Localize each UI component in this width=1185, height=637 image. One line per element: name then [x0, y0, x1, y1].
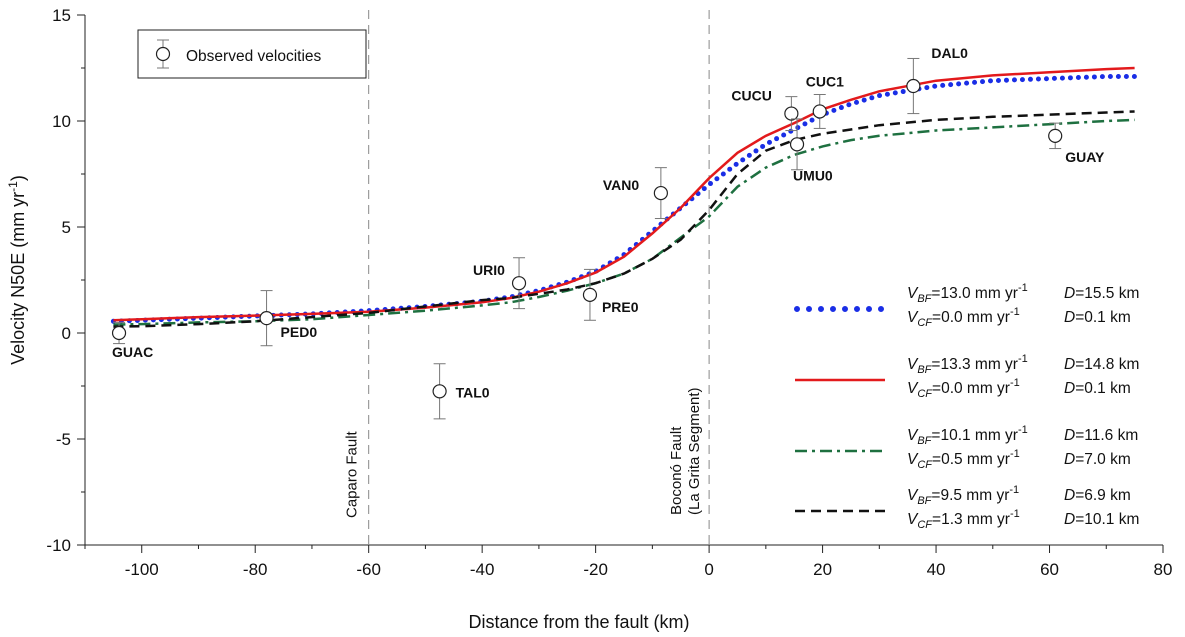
- legend-vcf-2-depth: D=0.1 km: [1064, 380, 1131, 397]
- observation-point: [906, 78, 921, 94]
- observation-point: [259, 311, 274, 326]
- legend-vbf-3-depth: D=11.6 km: [1064, 427, 1138, 444]
- x-tick-label: -60: [356, 560, 381, 579]
- legend-vbf-4: VBF=9.5 mm yr-1: [907, 484, 1019, 507]
- x-tick-label: 40: [927, 560, 946, 579]
- y-tick-label: 15: [52, 6, 71, 25]
- legend-vcf-3: VCF=0.5 mm yr-1: [907, 448, 1020, 471]
- observation-point: [432, 384, 447, 399]
- observation-point: [111, 325, 127, 341]
- legend-vbf-2: VBF=13.3 mm yr-1: [907, 353, 1028, 376]
- legend-vcf-1-depth: D=0.1 km: [1064, 309, 1131, 326]
- x-tick-label: -100: [125, 560, 159, 579]
- y-tick-label: 5: [62, 218, 71, 237]
- x-axis-label: Distance from the fault (km): [468, 612, 689, 632]
- observed-legend-box: [137, 29, 367, 79]
- y-tick-label: -5: [56, 430, 71, 449]
- station-label: VAN0: [603, 177, 640, 193]
- station-label: URI0: [473, 262, 505, 278]
- observation-point: [511, 276, 527, 291]
- x-tick-label: 60: [1040, 560, 1059, 579]
- fault-label: Boconó Fault: [668, 426, 685, 515]
- observed-legend-label: Observed velocities: [186, 48, 322, 65]
- station-label: GUAC: [112, 344, 153, 360]
- fault-label: Caparo Fault: [344, 430, 361, 518]
- legend-vcf-3-depth: D=7.0 km: [1064, 451, 1131, 468]
- model-curve-2: [113, 66, 1135, 322]
- observation-point: [789, 137, 805, 152]
- y-tick-label: -10: [46, 536, 71, 555]
- observation-point: [784, 106, 799, 121]
- observation-point: [1048, 128, 1063, 143]
- legend-vbf-1-depth: D=15.5 km: [1064, 285, 1139, 302]
- x-tick-label: -40: [470, 560, 495, 579]
- fault-lines: Caparo Fault Boconó Fault (La Grita Segmen…: [344, 10, 710, 545]
- station-label: PRE0: [602, 299, 639, 315]
- station-label: TAL0: [456, 384, 490, 400]
- y-tick-label: 10: [52, 112, 71, 131]
- axes: -10 -5 0 5 10 15 -100 -80 -60 -40 -20 0 20 40 60 80 Dist…: [6, 6, 1172, 632]
- observations: GUAC PED0 TAL0 URI0 PRE0 VAN0 CUCU UMU0 CUC1 DAL0…: [111, 45, 1105, 420]
- legend-vcf-4-depth: D=10.1 km: [1064, 511, 1139, 528]
- legend-vbf-3: VBF=10.1 mm yr-1: [907, 424, 1028, 447]
- legend-vcf-1: VCF=0.0 mm yr-1: [907, 306, 1020, 329]
- legend-observation-marker: [155, 46, 171, 62]
- station-label: UMU0: [793, 167, 833, 183]
- observation-point: [812, 104, 827, 119]
- fault-label: (La Grita Segment): [686, 387, 703, 515]
- y-axis-label: Velocity N50E (mm yr-1): [6, 175, 28, 365]
- observation-point: [582, 287, 598, 302]
- legend: Observed velocities VBF=13.0 mm yr-1 D=15.…: [137, 29, 1139, 531]
- x-tick-label: 20: [813, 560, 832, 579]
- x-tick-label: -20: [583, 560, 608, 579]
- legend-vbf-1: VBF=13.0 mm yr-1: [907, 282, 1028, 305]
- legend-vbf-4-depth: D=6.9 km: [1064, 487, 1131, 504]
- x-tick-label: 80: [1154, 560, 1173, 579]
- station-label: PED0: [281, 324, 318, 340]
- y-tick-label: 0: [62, 324, 71, 343]
- legend-vcf-4: VCF=1.3 mm yr-1: [907, 508, 1020, 531]
- x-tick-label: 0: [704, 560, 713, 579]
- model-curve-4: [113, 110, 1135, 328]
- station-label: DAL0: [931, 45, 968, 61]
- model-curve-3: [113, 118, 1135, 326]
- station-label: CUC1: [806, 73, 844, 89]
- observation-point: [653, 185, 668, 201]
- station-label: GUAY: [1065, 149, 1105, 165]
- station-label: CUCU: [731, 88, 771, 104]
- legend-vbf-2-depth: D=14.8 km: [1064, 356, 1139, 373]
- legend-vcf-2: VCF=0.0 mm yr-1: [907, 377, 1020, 400]
- x-tick-label: -80: [243, 560, 268, 579]
